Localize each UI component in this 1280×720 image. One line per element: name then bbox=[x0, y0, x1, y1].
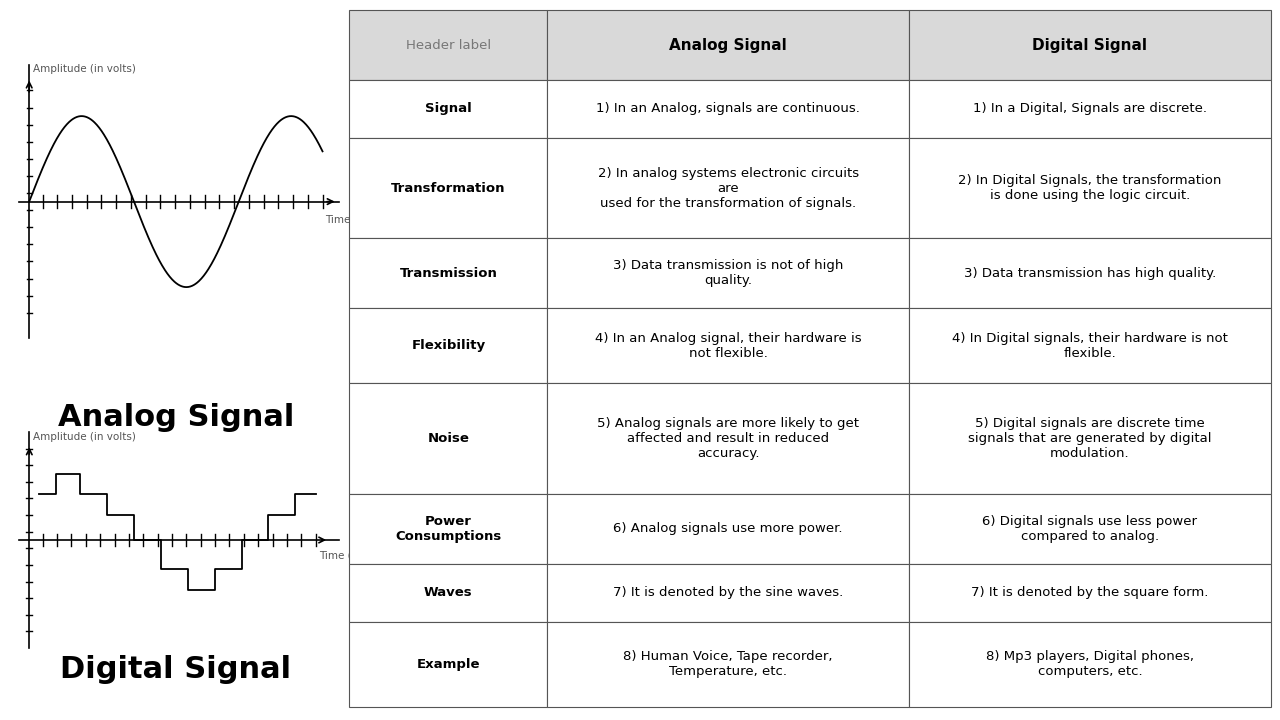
Bar bbox=[909, 564, 1271, 622]
Text: Time (in m: Time (in m bbox=[319, 550, 375, 560]
Bar bbox=[349, 80, 548, 138]
Text: 2) In Digital Signals, the transformation
is done using the logic circuit.: 2) In Digital Signals, the transformatio… bbox=[959, 174, 1221, 202]
Text: Time (in m: Time (in m bbox=[325, 215, 381, 225]
Bar bbox=[909, 308, 1271, 383]
Bar bbox=[909, 10, 1271, 80]
Text: 5) Analog signals are more likely to get
affected and result in reduced
accuracy: 5) Analog signals are more likely to get… bbox=[598, 417, 859, 460]
Text: Transmission: Transmission bbox=[399, 267, 498, 280]
Bar bbox=[909, 622, 1271, 707]
Bar bbox=[349, 383, 548, 494]
Bar bbox=[548, 564, 909, 622]
Bar bbox=[548, 238, 909, 308]
Text: Transformation: Transformation bbox=[392, 181, 506, 194]
Text: Analog Signal: Analog Signal bbox=[58, 403, 294, 432]
Bar bbox=[909, 138, 1271, 238]
Bar bbox=[548, 138, 909, 238]
Text: 1) In a Digital, Signals are discrete.: 1) In a Digital, Signals are discrete. bbox=[973, 102, 1207, 115]
Text: Signal: Signal bbox=[425, 102, 472, 115]
Text: 3) Data transmission has high quality.: 3) Data transmission has high quality. bbox=[964, 267, 1216, 280]
Text: Power
Consumptions: Power Consumptions bbox=[396, 515, 502, 543]
Text: 7) It is denoted by the sine waves.: 7) It is denoted by the sine waves. bbox=[613, 586, 844, 599]
Text: Amplitude (in volts): Amplitude (in volts) bbox=[33, 63, 136, 73]
Text: Amplitude (in volts): Amplitude (in volts) bbox=[33, 432, 136, 442]
Bar bbox=[349, 494, 548, 564]
Text: 6) Analog signals use more power.: 6) Analog signals use more power. bbox=[613, 523, 844, 536]
Bar bbox=[548, 10, 909, 80]
Text: 8) Mp3 players, Digital phones,
computers, etc.: 8) Mp3 players, Digital phones, computer… bbox=[986, 650, 1194, 678]
Bar bbox=[909, 238, 1271, 308]
Text: 5) Digital signals are discrete time
signals that are generated by digital
modul: 5) Digital signals are discrete time sig… bbox=[968, 417, 1212, 460]
Bar bbox=[548, 383, 909, 494]
Text: 4) In an Analog signal, their hardware is
not flexible.: 4) In an Analog signal, their hardware i… bbox=[595, 332, 861, 360]
Text: 6) Digital signals use less power
compared to analog.: 6) Digital signals use less power compar… bbox=[982, 515, 1197, 543]
Bar bbox=[548, 308, 909, 383]
Text: Header label: Header label bbox=[406, 38, 492, 52]
Bar bbox=[349, 138, 548, 238]
Bar bbox=[349, 308, 548, 383]
Bar bbox=[909, 494, 1271, 564]
Bar bbox=[349, 10, 548, 80]
Text: Noise: Noise bbox=[428, 432, 470, 445]
Bar bbox=[349, 564, 548, 622]
Text: Digital Signal: Digital Signal bbox=[60, 655, 292, 684]
Text: Digital Signal: Digital Signal bbox=[1033, 37, 1147, 53]
Bar bbox=[349, 622, 548, 707]
Text: 1) In an Analog, signals are continuous.: 1) In an Analog, signals are continuous. bbox=[596, 102, 860, 115]
Bar bbox=[909, 383, 1271, 494]
Text: Waves: Waves bbox=[424, 586, 472, 599]
Bar bbox=[909, 80, 1271, 138]
Text: 2) In analog systems electronic circuits
are
used for the transformation of sign: 2) In analog systems electronic circuits… bbox=[598, 166, 859, 210]
Text: 3) Data transmission is not of high
quality.: 3) Data transmission is not of high qual… bbox=[613, 259, 844, 287]
Text: Analog Signal: Analog Signal bbox=[669, 37, 787, 53]
Text: 8) Human Voice, Tape recorder,
Temperature, etc.: 8) Human Voice, Tape recorder, Temperatu… bbox=[623, 650, 833, 678]
Bar bbox=[548, 494, 909, 564]
Text: Flexibility: Flexibility bbox=[411, 339, 485, 352]
Bar bbox=[548, 80, 909, 138]
Bar bbox=[548, 622, 909, 707]
Text: 7) It is denoted by the square form.: 7) It is denoted by the square form. bbox=[972, 586, 1208, 599]
Text: Example: Example bbox=[416, 658, 480, 671]
Bar bbox=[349, 238, 548, 308]
Text: 4) In Digital signals, their hardware is not
flexible.: 4) In Digital signals, their hardware is… bbox=[952, 332, 1228, 360]
